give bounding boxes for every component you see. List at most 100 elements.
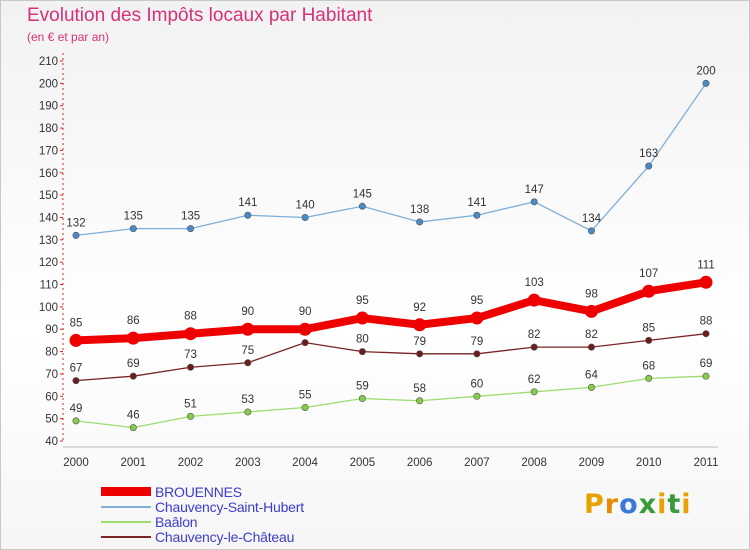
legend-item: Baâlon — [101, 513, 304, 530]
data-label: 69 — [127, 358, 140, 370]
data-point — [355, 311, 369, 325]
proxiti-logo: Proxiti — [584, 489, 692, 520]
x-tick-label: 2003 — [235, 457, 261, 469]
y-tick-label: 70 — [45, 369, 58, 381]
data-point — [527, 293, 541, 307]
data-label: 163 — [639, 148, 658, 160]
data-point — [587, 227, 595, 235]
data-label: 82 — [585, 329, 598, 341]
chart-legend: BROUENNES Chauvency-Saint-Hubert Baâlon Cha… — [101, 483, 304, 545]
logo-letter: r — [604, 489, 620, 520]
y-tick-label: 190 — [39, 101, 58, 113]
data-point — [358, 202, 366, 210]
data-point — [473, 392, 481, 400]
data-point — [645, 374, 653, 382]
data-point — [702, 330, 710, 338]
data-point — [244, 211, 252, 219]
data-point — [530, 388, 538, 396]
data-label: 90 — [299, 306, 312, 318]
data-label: 82 — [528, 329, 541, 341]
data-point — [358, 348, 366, 356]
data-point — [416, 350, 424, 358]
y-tick-label: 210 — [39, 56, 58, 68]
data-label: 64 — [585, 369, 598, 381]
logo-letter: x — [638, 489, 658, 520]
data-label: 95 — [356, 295, 369, 307]
data-point — [72, 377, 80, 385]
logo-letter: t — [667, 489, 682, 520]
x-tick-label: 2004 — [292, 457, 318, 469]
data-point — [187, 412, 195, 420]
data-label: 46 — [127, 410, 140, 422]
data-point — [187, 363, 195, 371]
data-point — [530, 343, 538, 351]
data-label: 134 — [582, 213, 602, 225]
data-point — [645, 336, 653, 344]
y-tick-label: 60 — [45, 391, 58, 403]
data-label: 79 — [413, 336, 426, 348]
data-point — [187, 225, 195, 233]
legend-item: Chauvency-Saint-Hubert — [101, 498, 304, 515]
y-tick-label: 50 — [45, 414, 58, 426]
series-line — [75, 333, 707, 382]
data-point — [72, 417, 80, 425]
x-tick-label: 2011 — [694, 457, 719, 469]
data-label: 59 — [356, 381, 369, 393]
legend-label: Baâlon — [155, 513, 198, 530]
data-point — [301, 213, 309, 221]
legend-label: Chauvency-Saint-Hubert — [155, 498, 304, 515]
data-point — [69, 333, 83, 347]
data-label: 75 — [241, 345, 254, 357]
data-point — [702, 79, 710, 87]
data-point — [584, 304, 598, 318]
data-label: 80 — [356, 334, 369, 346]
data-point — [702, 372, 710, 380]
legend-label: Chauvency-le-Château — [155, 528, 295, 545]
data-label: 135 — [124, 211, 143, 223]
data-label: 68 — [642, 360, 655, 372]
data-point — [470, 311, 484, 325]
data-point — [244, 359, 252, 367]
data-point — [473, 211, 481, 219]
x-tick-label: 2008 — [521, 457, 547, 469]
data-point — [587, 383, 595, 391]
series-line — [75, 375, 707, 429]
data-point — [184, 327, 198, 341]
data-point — [301, 339, 309, 347]
data-point — [129, 372, 137, 380]
data-point — [298, 322, 312, 336]
data-point — [241, 322, 255, 336]
y-tick-label: 170 — [39, 145, 58, 157]
legend-swatch — [101, 505, 151, 508]
legend-item: BROUENNES — [101, 483, 304, 500]
data-point — [126, 331, 140, 345]
y-tick-label: 200 — [39, 78, 58, 90]
data-label: 95 — [471, 295, 484, 307]
y-tick-label: 40 — [45, 436, 58, 448]
data-label: 73 — [184, 349, 197, 361]
data-point — [358, 395, 366, 403]
data-label: 135 — [181, 211, 200, 223]
data-label: 51 — [184, 398, 197, 410]
x-tick-label: 2010 — [636, 457, 662, 469]
y-tick-label: 140 — [39, 212, 58, 224]
data-point — [473, 350, 481, 358]
data-point — [587, 343, 595, 351]
y-tick-label: 160 — [39, 168, 58, 180]
logo-letter: P — [584, 489, 605, 520]
data-label: 200 — [696, 65, 715, 77]
y-tick-label: 90 — [45, 324, 58, 336]
data-label: 62 — [528, 374, 541, 386]
legend-swatch — [101, 520, 151, 523]
data-label: 90 — [241, 306, 254, 318]
x-tick-label: 2001 — [120, 457, 146, 469]
logo-letter: o — [619, 489, 639, 520]
y-tick-label: 120 — [39, 257, 58, 269]
x-tick-label: 2006 — [407, 457, 433, 469]
y-tick-label: 110 — [40, 280, 58, 292]
legend-label: BROUENNES — [155, 483, 242, 500]
data-point — [530, 198, 538, 206]
data-label: 88 — [184, 311, 197, 323]
